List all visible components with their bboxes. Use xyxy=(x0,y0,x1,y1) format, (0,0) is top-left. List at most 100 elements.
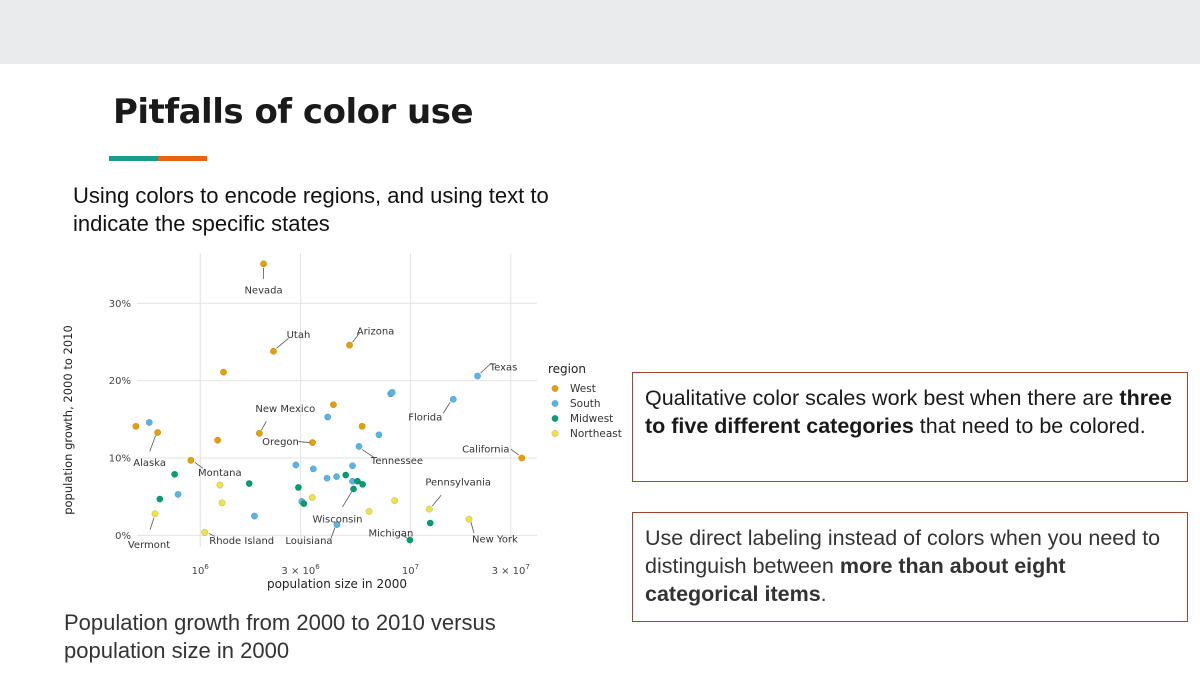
point-west xyxy=(270,347,277,355)
point-south xyxy=(250,512,258,520)
legend-swatch-south xyxy=(551,400,559,407)
callout2-text-pre: Use direct labeling instead of colors wh… xyxy=(645,526,1161,578)
callout2-text-post: . xyxy=(820,582,827,606)
state-label: Montana xyxy=(198,468,242,479)
state-label: Michigan xyxy=(368,529,413,540)
state-label: New Mexico xyxy=(255,404,315,415)
point-south xyxy=(474,372,481,380)
title-accent-orange xyxy=(158,156,207,161)
point-northeast xyxy=(391,497,399,505)
state-label: Alaska xyxy=(133,458,166,469)
point-northeast xyxy=(218,499,226,507)
point-south xyxy=(449,395,457,403)
label-leader-lines xyxy=(149,267,520,539)
leader-line xyxy=(330,527,336,539)
point-south xyxy=(309,465,317,473)
chart-grid xyxy=(137,253,537,547)
state-label: Nevada xyxy=(244,285,282,296)
point-west xyxy=(309,439,316,447)
point-midwest xyxy=(300,500,308,508)
intro-text: Using colors to encode regions, and usin… xyxy=(73,183,549,236)
state-label: Florida xyxy=(408,413,442,424)
legend-swatch-midwest xyxy=(551,415,559,422)
point-west xyxy=(187,456,195,464)
leader-line xyxy=(431,494,442,507)
point-south xyxy=(349,462,356,470)
x-tick-label: 106 xyxy=(192,563,210,577)
state-label: California xyxy=(462,445,510,456)
top-band xyxy=(0,0,1200,64)
point-west xyxy=(154,429,162,436)
x-tick-label: 107 xyxy=(402,563,419,577)
state-label: Rhode Island xyxy=(209,536,274,547)
point-south xyxy=(388,388,396,396)
callout-box-direct-labeling: Use direct labeling instead of colors wh… xyxy=(632,512,1188,622)
state-label: Oregon xyxy=(262,437,299,448)
point-northeast xyxy=(308,494,316,501)
point-northeast xyxy=(201,528,209,536)
point-south xyxy=(333,473,340,481)
point-midwest xyxy=(426,519,434,527)
y-axis-label: population growth, 2000 to 2010 xyxy=(61,325,75,515)
state-labels: Nevada Utah Arizona California Alaska Montana… xyxy=(128,285,518,551)
chart-axes: 0% 10% 20% 30% 106 3 × 106 107 3 × 107 populatio… xyxy=(61,299,530,591)
leader-line xyxy=(342,491,352,508)
point-northeast xyxy=(365,507,373,515)
callout-box-qualitative: Qualitative color scales work best when … xyxy=(632,372,1188,482)
point-south xyxy=(145,418,153,426)
legend-label-south: South xyxy=(570,398,601,410)
leader-line xyxy=(149,435,157,452)
leader-line xyxy=(276,337,289,349)
figure-caption: Population growth from 2000 to 2010 vers… xyxy=(64,610,496,663)
leader-line xyxy=(352,332,360,343)
point-midwest xyxy=(171,470,179,478)
chart-points xyxy=(132,260,526,544)
title-accent-teal xyxy=(109,156,158,161)
point-south xyxy=(333,521,341,529)
leader-line xyxy=(470,522,475,534)
y-tick-label: 20% xyxy=(109,376,131,387)
state-label: Tennessee xyxy=(370,456,423,467)
point-south xyxy=(324,413,332,421)
x-tick-label: 3 × 107 xyxy=(492,563,530,577)
point-northeast xyxy=(465,515,473,523)
state-label: Louisiana xyxy=(285,536,332,547)
point-midwest xyxy=(245,480,253,488)
callout1-text-post: that need to be colored. xyxy=(913,414,1146,438)
point-south xyxy=(355,442,363,450)
scatter-chart: 0% 10% 20% 30% 106 3 × 106 107 3 × 107 populatio… xyxy=(61,253,622,591)
state-label: Texas xyxy=(489,363,518,374)
point-south xyxy=(323,474,331,482)
leader-line xyxy=(208,532,215,537)
point-northeast xyxy=(151,510,159,518)
y-tick-label: 30% xyxy=(109,299,131,310)
leader-line xyxy=(400,533,408,539)
point-west xyxy=(518,454,526,462)
point-west xyxy=(358,422,366,430)
leader-line xyxy=(510,448,520,456)
slide-title: Pitfalls of color use xyxy=(113,92,474,132)
leader-line xyxy=(194,462,204,469)
point-west xyxy=(260,260,267,268)
y-tick-label: 0% xyxy=(115,531,131,542)
callout1-text-bold: three to five different categories xyxy=(645,386,1172,438)
state-label: Arizona xyxy=(357,327,395,338)
legend-swatch-west xyxy=(551,385,559,392)
point-midwest xyxy=(294,483,302,491)
point-west xyxy=(132,422,140,430)
point-midwest xyxy=(406,536,414,544)
point-south xyxy=(292,461,300,469)
legend-label-west: West xyxy=(570,383,596,395)
point-west xyxy=(329,401,337,409)
chart-legend: region West South Midwest Northeast xyxy=(548,362,622,440)
legend-label-midwest: Midwest xyxy=(570,413,613,425)
state-label: Utah xyxy=(287,330,311,341)
leader-line xyxy=(260,421,267,431)
state-label: Pennsylvania xyxy=(425,478,491,489)
point-midwest xyxy=(354,477,361,485)
point-south xyxy=(174,490,182,498)
y-tick-label: 10% xyxy=(109,454,131,465)
leader-line xyxy=(298,441,310,443)
x-axis-label: population size in 2000 xyxy=(267,577,407,591)
legend-title: region xyxy=(548,362,586,376)
